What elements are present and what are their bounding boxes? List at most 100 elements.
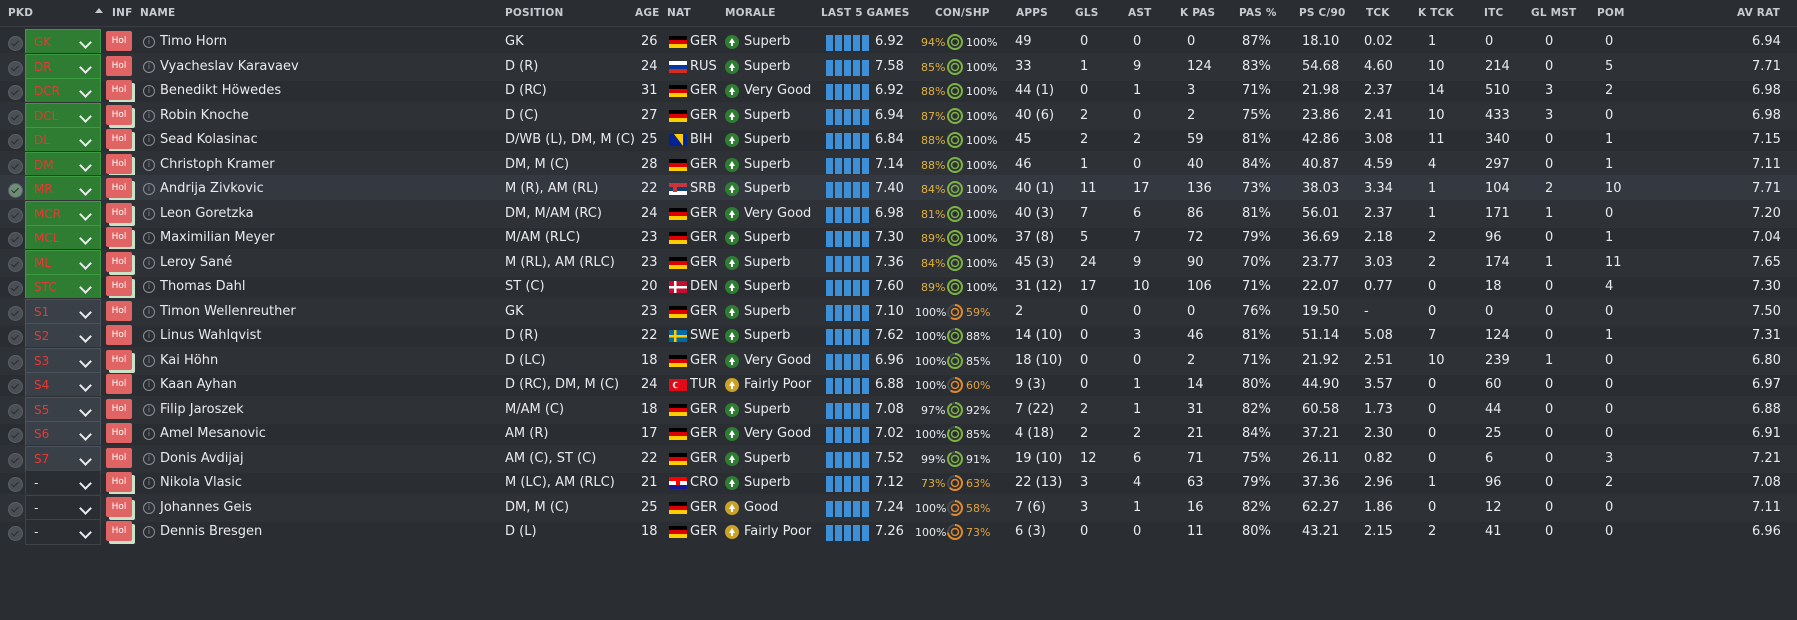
info-icon[interactable]: i	[143, 526, 155, 538]
row-checkbox[interactable]	[8, 452, 23, 468]
row-checkbox[interactable]	[8, 109, 23, 125]
col-header-last5[interactable]: LAST 5 GAMES	[821, 7, 910, 19]
table-row[interactable]: DL Hol i Sead Kolasinac D/WB (L), DM, M (C) 2…	[0, 126, 1797, 154]
position-select[interactable]: S2	[25, 323, 101, 349]
table-row[interactable]: DM Hol i Christoph Kramer DM, M (C) 28 GER Supe…	[0, 150, 1797, 179]
position-select[interactable]: DL	[25, 127, 101, 153]
position-select[interactable]: S4	[25, 372, 101, 398]
col-header-position[interactable]: POSITION	[505, 7, 564, 19]
player-name[interactable]: Filip Jaroszek	[160, 401, 244, 417]
inf-hol-badge[interactable]: Hol	[106, 472, 132, 492]
row-checkbox[interactable]	[8, 305, 23, 321]
position-select[interactable]: S6	[25, 421, 101, 447]
row-checkbox[interactable]	[8, 281, 23, 296]
info-icon[interactable]: i	[143, 183, 155, 195]
col-header-inf[interactable]: INF	[112, 7, 133, 19]
inf-hol-badge[interactable]: Hol	[106, 129, 132, 149]
table-row[interactable]: S2 Hol i Linus Wahlqvist D (R) 22 SWE Superb 7.6…	[0, 322, 1797, 350]
col-header-apps[interactable]: APPS	[1016, 7, 1048, 19]
table-row[interactable]: MCR Hol i Leon Goretzka DM, M/AM (RC) 24 GER Ve…	[0, 199, 1797, 228]
col-header-ast[interactable]: AST	[1128, 7, 1152, 19]
position-select[interactable]: S7	[25, 445, 101, 472]
row-checkbox[interactable]	[8, 501, 23, 517]
row-checkbox[interactable]	[8, 354, 23, 370]
info-icon[interactable]: i	[143, 134, 155, 146]
table-row[interactable]: - Hol i Dennis Bresgen D (L) 18 GER Fairly Poor…	[0, 518, 1797, 546]
position-select[interactable]: DCR	[25, 78, 101, 104]
player-name[interactable]: Johannes Geis	[160, 499, 252, 515]
table-row[interactable]: - Hol i Nikola Vlasic M (LC), AM (RLC) 21 CRO S…	[0, 469, 1797, 497]
player-name[interactable]: Maximilian Meyer	[160, 230, 275, 245]
col-header-psc90[interactable]: PS C/90	[1299, 7, 1346, 19]
position-select[interactable]: GK	[25, 29, 101, 55]
inf-hol-badge[interactable]: Hol	[106, 55, 132, 76]
table-row[interactable]: MCL Hol i Maximilian Meyer M/AM (RLC) 23 GER Su…	[0, 224, 1797, 252]
col-header-tck[interactable]: TCK	[1366, 7, 1390, 19]
inf-hol-badge[interactable]: Hol	[106, 80, 132, 100]
table-row[interactable]: GK Hol i Timo Horn GK 26 GER Superb 6.92 94% 100% 4…	[0, 28, 1797, 56]
table-row[interactable]: MR Hol i Andrija Zivkovic M (R), AM (RL) 22 SR…	[0, 175, 1797, 203]
table-row[interactable]: S7 Hol i Donis Avdijaj AM (C), ST (C) 22 GER Su…	[0, 444, 1797, 473]
inf-hol-badge[interactable]: Hol	[106, 104, 132, 125]
player-name[interactable]: Andrija Zivkovic	[160, 181, 264, 196]
col-header-name[interactable]: NAME	[140, 7, 176, 19]
table-row[interactable]: STC Hol i Thomas Dahl ST (C) 20 DEN Superb 7.60 8…	[0, 273, 1797, 301]
position-select[interactable]: -	[25, 470, 101, 496]
position-select[interactable]: S5	[25, 396, 101, 423]
col-header-nat[interactable]: NAT	[667, 7, 691, 19]
player-name[interactable]: Leon Goretzka	[160, 205, 254, 221]
row-checkbox[interactable]	[8, 379, 23, 394]
col-header-age[interactable]: AGE	[635, 7, 660, 19]
info-icon[interactable]: i	[143, 428, 155, 440]
row-checkbox[interactable]	[8, 183, 23, 198]
position-select[interactable]: DR	[25, 53, 101, 80]
info-icon[interactable]: i	[143, 158, 155, 171]
inf-hol-badge[interactable]: Hol	[106, 276, 132, 296]
player-name[interactable]: Amel Mesanovic	[160, 426, 266, 441]
position-select[interactable]: ML	[25, 249, 101, 276]
position-select[interactable]: STC	[25, 274, 101, 300]
position-select[interactable]: -	[25, 494, 101, 521]
table-row[interactable]: DCL Hol i Robin Knoche D (C) 27 GER Superb 6.94 8…	[0, 101, 1797, 130]
info-icon[interactable]: i	[143, 501, 155, 514]
position-select[interactable]: -	[25, 519, 101, 545]
inf-hol-badge[interactable]: Hol	[106, 423, 132, 443]
inf-hol-badge[interactable]: Hol	[106, 31, 132, 51]
row-checkbox[interactable]	[8, 232, 23, 247]
inf-hol-badge[interactable]: Hol	[106, 447, 132, 468]
inf-hol-badge[interactable]: Hol	[106, 202, 132, 223]
col-header-morale[interactable]: MORALE	[725, 7, 776, 19]
inf-hol-badge[interactable]: Hol	[106, 374, 132, 394]
col-header-pom[interactable]: POM	[1597, 7, 1625, 19]
col-header-paspct[interactable]: PAS %	[1239, 7, 1277, 19]
info-icon[interactable]: i	[143, 36, 155, 48]
table-row[interactable]: S6 Hol i Amel Mesanovic AM (R) 17 GER Very Good…	[0, 420, 1797, 448]
info-icon[interactable]: i	[143, 477, 155, 489]
position-select[interactable]: S1	[25, 298, 101, 325]
table-row[interactable]: S5 Hol i Filip Jaroszek M/AM (C) 18 GER Superb 7…	[0, 395, 1797, 424]
table-row[interactable]: S1 Hol i Timon Wellenreuther GK 23 GER Superb 7.…	[0, 297, 1797, 326]
info-icon[interactable]: i	[143, 354, 155, 367]
player-name[interactable]: Vyacheslav Karavaev	[160, 58, 299, 74]
table-row[interactable]: DR Hol i Vyacheslav Karavaev D (R) 24 RUS Super…	[0, 52, 1797, 81]
col-header-avrat[interactable]: AV RAT	[1737, 7, 1780, 19]
info-icon[interactable]: i	[143, 207, 155, 220]
row-checkbox[interactable]	[8, 403, 23, 419]
inf-hol-badge[interactable]: Hol	[106, 325, 132, 345]
player-name[interactable]: Nikola Vlasic	[160, 475, 243, 490]
table-row[interactable]: - Hol i Johannes Geis DM, M (C) 25 GER Good 7.24…	[0, 493, 1797, 522]
position-select[interactable]: DM	[25, 151, 101, 178]
info-icon[interactable]: i	[143, 379, 155, 391]
info-icon[interactable]: i	[143, 305, 155, 318]
row-checkbox[interactable]	[8, 526, 23, 541]
inf-hol-badge[interactable]: Hol	[106, 496, 132, 517]
player-name[interactable]: Christoph Kramer	[160, 156, 275, 172]
inf-hol-badge[interactable]: Hol	[106, 521, 132, 541]
row-checkbox[interactable]	[8, 85, 23, 100]
info-icon[interactable]: i	[143, 281, 155, 293]
col-header-itc[interactable]: ITC	[1484, 7, 1504, 19]
row-checkbox[interactable]	[8, 60, 23, 76]
position-select[interactable]: S3	[25, 347, 101, 374]
col-header-kpas[interactable]: K PAS	[1180, 7, 1216, 19]
inf-hol-badge[interactable]: Hol	[106, 251, 132, 272]
